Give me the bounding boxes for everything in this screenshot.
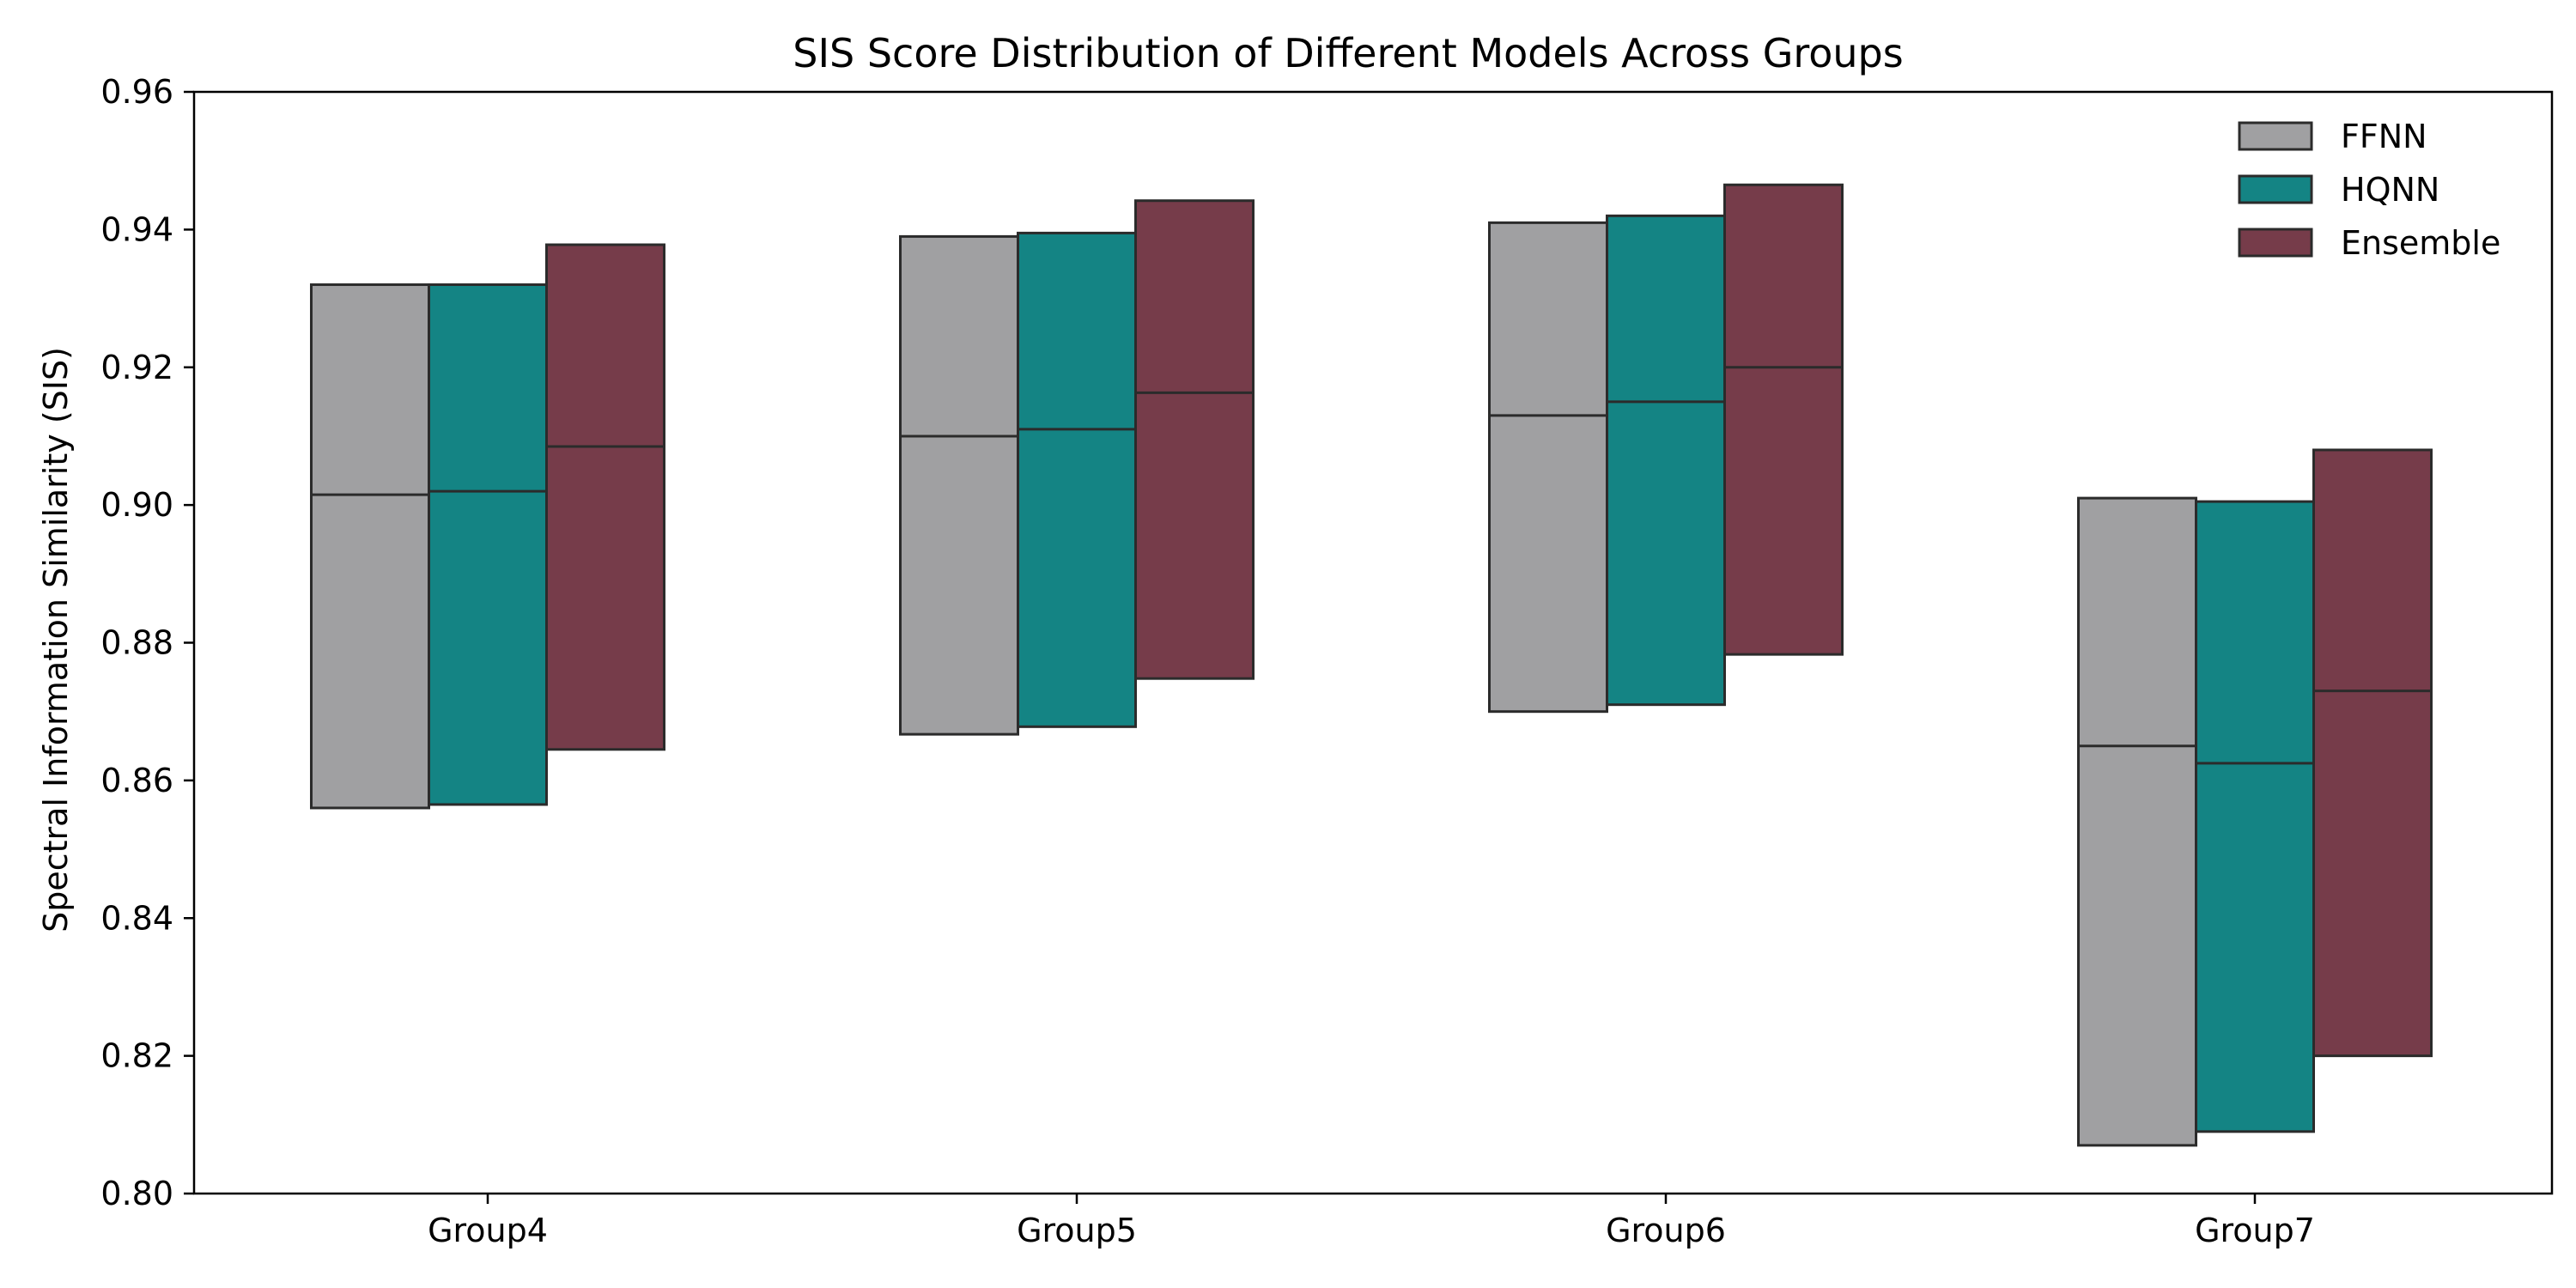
x-tick-label: Group5 [1017, 1212, 1137, 1249]
y-axis-label: Spectral Information Similarity (SIS) [37, 347, 75, 933]
y-tick-label: 0.94 [100, 210, 173, 248]
legend-swatch-ensemble [2238, 228, 2313, 258]
legend-label-hqnn: HQNN [2341, 171, 2439, 209]
y-tick-label: 0.80 [100, 1175, 173, 1212]
x-tick-label: Group7 [2195, 1212, 2315, 1249]
chart-marks [310, 183, 2433, 1147]
box-hqnn-group5 [1017, 231, 1137, 728]
box-ffnn-group7 [2077, 496, 2197, 1147]
y-tick-label: 0.96 [100, 73, 173, 111]
box-ffnn-group5 [899, 234, 1019, 736]
y-tick-label: 0.82 [100, 1037, 173, 1075]
y-tick-label: 0.90 [100, 486, 173, 524]
x-tick-label: Group6 [1606, 1212, 1726, 1249]
box-ensemble-group4 [545, 243, 665, 751]
chart-title: SIS Score Distribution of Different Mode… [793, 30, 1903, 76]
box-hqnn-group6 [1606, 214, 1726, 707]
chart-axes: 0.80 0.82 0.84 0.86 0.88 0.90 0.92 0.94 0.96 Grou… [100, 73, 2554, 1249]
legend: FFNN HQNN Ensemble [2238, 118, 2500, 262]
box-ffnn-group6 [1488, 221, 1608, 714]
box-hqnn-group7 [2195, 500, 2315, 1133]
legend-swatch-ffnn [2238, 121, 2313, 151]
legend-label-ensemble: Ensemble [2341, 224, 2500, 262]
y-tick-label: 0.92 [100, 349, 173, 386]
box-hqnn-group4 [428, 283, 548, 806]
y-tick-label: 0.86 [100, 762, 173, 799]
y-tick-label: 0.84 [100, 899, 173, 937]
box-ensemble-group6 [1723, 183, 1844, 656]
box-ensemble-group7 [2312, 448, 2433, 1058]
y-tick-label: 0.88 [100, 624, 173, 662]
legend-swatch-hqnn [2238, 174, 2313, 204]
box-ffnn-group4 [310, 283, 430, 810]
x-tick-label: Group4 [428, 1212, 548, 1249]
legend-label-ffnn: FFNN [2341, 118, 2427, 155]
box-ensemble-group5 [1134, 199, 1255, 680]
